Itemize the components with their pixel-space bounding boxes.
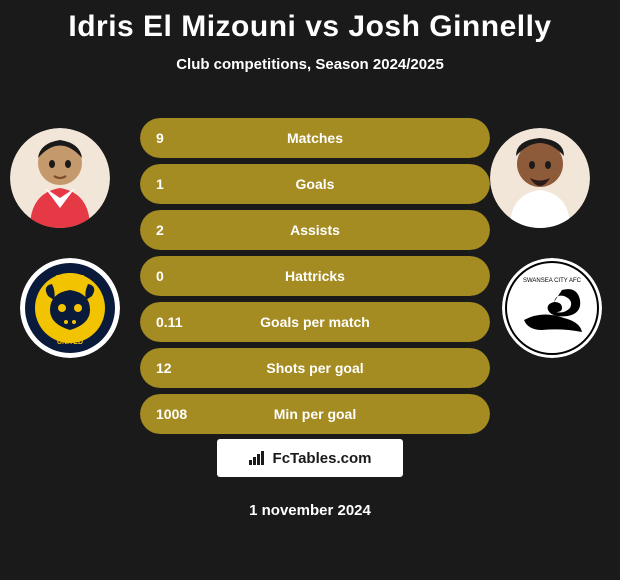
stat-value: 0 bbox=[156, 268, 164, 284]
stat-row-hattricks: 0 Hattricks bbox=[140, 256, 490, 296]
stat-label: Matches bbox=[287, 130, 343, 146]
page-title: Idris El Mizouni vs Josh Ginnelly bbox=[0, 0, 620, 44]
club-left-badge: OXFORD UNITED bbox=[20, 258, 120, 358]
stat-value: 1 bbox=[156, 176, 164, 192]
stat-label: Goals bbox=[296, 176, 335, 192]
chart-icon bbox=[249, 451, 267, 465]
stat-value: 12 bbox=[156, 360, 172, 376]
date-text: 1 november 2024 bbox=[249, 502, 371, 519]
stat-row-shots-per-goal: 12 Shots per goal bbox=[140, 348, 490, 388]
stat-row-assists: 2 Assists bbox=[140, 210, 490, 250]
stat-bars: 9 Matches 1 Goals 2 Assists 0 Hattricks … bbox=[140, 118, 490, 440]
stat-row-min-per-goal: 1008 Min per goal bbox=[140, 394, 490, 434]
stat-value: 2 bbox=[156, 222, 164, 238]
svg-text:UNITED: UNITED bbox=[57, 339, 83, 346]
stat-row-goals-per-match: 0.11 Goals per match bbox=[140, 302, 490, 342]
subtitle: Club competitions, Season 2024/2025 bbox=[0, 56, 620, 73]
stat-label: Goals per match bbox=[260, 314, 370, 330]
stat-label: Assists bbox=[290, 222, 340, 238]
stat-row-goals: 1 Goals bbox=[140, 164, 490, 204]
svg-text:SWANSEA CITY AFC: SWANSEA CITY AFC bbox=[523, 278, 582, 284]
stat-label: Hattricks bbox=[285, 268, 345, 284]
stat-value: 9 bbox=[156, 130, 164, 146]
svg-text:OXFORD: OXFORD bbox=[55, 275, 85, 282]
club-right-badge: SWANSEA CITY AFC bbox=[502, 258, 602, 358]
player-right-avatar bbox=[490, 128, 590, 228]
stat-label: Min per goal bbox=[274, 406, 356, 422]
stat-value: 1008 bbox=[156, 406, 187, 422]
stat-row-matches: 9 Matches bbox=[140, 118, 490, 158]
attribution-text: FcTables.com bbox=[273, 450, 372, 467]
attribution-badge: FcTables.com bbox=[217, 439, 403, 477]
stat-label: Shots per goal bbox=[266, 360, 363, 376]
stat-value: 0.11 bbox=[156, 314, 182, 330]
player-left-avatar bbox=[10, 128, 110, 228]
